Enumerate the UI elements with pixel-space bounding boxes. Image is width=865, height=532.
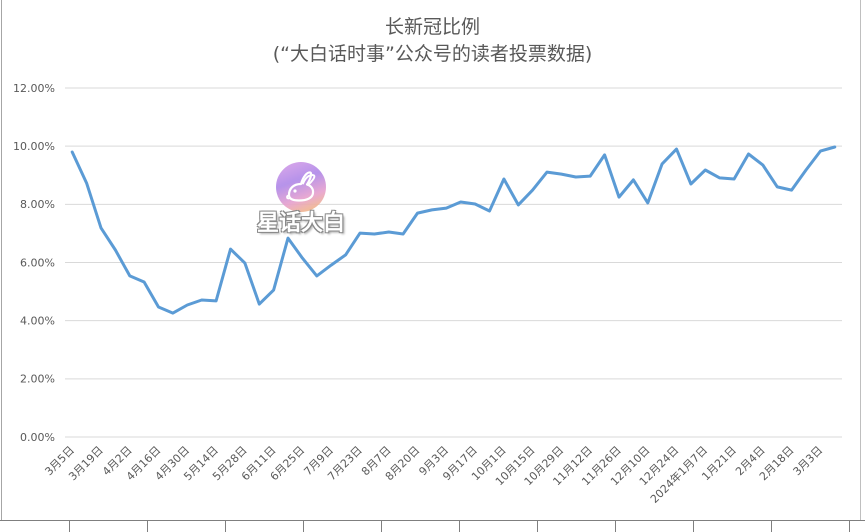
gridlines xyxy=(65,87,842,438)
rabbit-icon xyxy=(286,171,316,202)
data-point xyxy=(170,310,176,316)
data-point xyxy=(184,302,190,308)
data-point xyxy=(84,180,90,186)
data-point xyxy=(616,194,622,200)
y-tick-label: 6.00% xyxy=(20,256,55,269)
chart-subtitle: (“大白话时事”公众号的读者投票数据) xyxy=(272,43,593,65)
y-tick-label: 0.00% xyxy=(20,431,55,444)
data-point xyxy=(630,177,636,183)
data-point xyxy=(271,287,277,293)
data-point xyxy=(429,207,435,213)
y-tick-label: 12.00% xyxy=(13,82,55,95)
y-tick-label: 4.00% xyxy=(20,315,55,328)
data-point xyxy=(443,205,449,211)
data-point xyxy=(717,175,723,181)
data-point xyxy=(803,167,809,173)
data-point xyxy=(573,174,579,180)
data-point xyxy=(515,202,521,208)
x-axis-labels: 3月5日3月19日4月2日4月16日4月30日5月14日5月28日6月11日6月… xyxy=(42,443,825,506)
data-point xyxy=(832,144,838,150)
frame-left-border xyxy=(1,0,2,520)
y-axis-labels: 0.00% 2.00% 4.00% 6.00% 8.00% 10.00% 12.00% xyxy=(13,82,55,444)
data-point xyxy=(645,200,651,206)
data-point xyxy=(112,247,118,253)
data-point xyxy=(544,169,550,175)
y-tick-label: 10.00% xyxy=(13,140,55,153)
frame-right-border xyxy=(860,0,861,520)
data-point xyxy=(141,279,147,285)
data-point xyxy=(386,229,392,235)
data-point xyxy=(156,304,162,310)
data-point xyxy=(659,161,665,167)
data-point xyxy=(602,152,608,158)
frame-bottom-border xyxy=(0,520,865,532)
watermark-text: 星话大白 xyxy=(256,211,345,236)
data-point xyxy=(760,162,766,168)
data-point xyxy=(199,297,205,303)
data-point xyxy=(127,273,133,279)
chart-title: 长新冠比例 xyxy=(384,16,480,38)
data-point xyxy=(328,262,334,268)
data-point xyxy=(558,171,564,177)
data-point xyxy=(817,148,823,154)
data-point xyxy=(688,181,694,187)
data-point xyxy=(731,176,737,182)
data-point xyxy=(228,246,234,252)
data-point xyxy=(458,199,464,205)
series-line xyxy=(70,145,837,315)
data-point xyxy=(98,225,104,231)
data-point xyxy=(530,187,536,193)
data-point xyxy=(69,149,75,155)
data-point xyxy=(371,231,377,237)
x-tick-label: 3月3日 xyxy=(791,444,826,479)
data-point xyxy=(299,255,305,261)
data-point xyxy=(343,252,349,258)
data-point xyxy=(501,176,507,182)
y-tick-label: 8.00% xyxy=(20,198,55,211)
y-tick-label: 2.00% xyxy=(20,373,55,386)
data-point xyxy=(702,167,708,173)
data-point xyxy=(415,210,421,216)
data-point xyxy=(400,231,406,237)
data-point xyxy=(789,187,795,193)
data-point xyxy=(314,273,320,279)
data-point xyxy=(587,173,593,179)
data-point xyxy=(746,151,752,157)
data-point xyxy=(472,201,478,207)
data-point xyxy=(487,208,493,214)
watermark-badge xyxy=(276,162,326,212)
data-point xyxy=(674,146,680,152)
data-point xyxy=(256,301,262,307)
data-point xyxy=(774,184,780,190)
data-point xyxy=(213,298,219,304)
series xyxy=(69,144,838,316)
data-point xyxy=(242,260,248,266)
